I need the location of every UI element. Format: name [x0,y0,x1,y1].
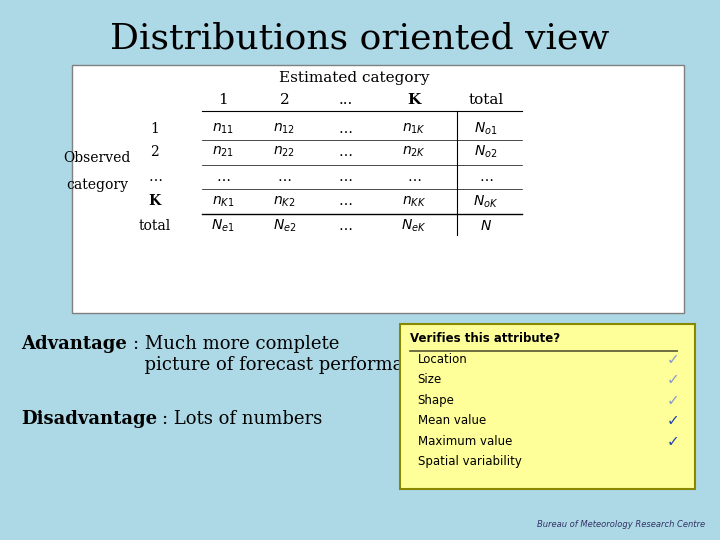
Text: $N_{o1}$: $N_{o1}$ [474,120,498,137]
Text: Maximum value: Maximum value [418,435,512,448]
FancyBboxPatch shape [72,65,684,313]
Text: : Much more complete
  picture of forecast performance: : Much more complete picture of forecast… [133,335,436,374]
Text: Size: Size [418,373,442,386]
Text: $N_{e1}$: $N_{e1}$ [212,218,235,234]
Text: $n_{K2}$: $n_{K2}$ [273,194,296,208]
Text: ✓: ✓ [667,352,680,367]
Text: : Lots of numbers: : Lots of numbers [162,410,323,428]
Text: $n_{12}$: $n_{12}$ [274,122,295,136]
Text: category: category [66,178,128,192]
Text: $\boldsymbol{n_{KK}}$: $\boldsymbol{n_{KK}}$ [402,194,426,208]
Text: $N_{e2}$: $N_{e2}$ [273,218,296,234]
Text: Verifies this attribute?: Verifies this attribute? [410,332,561,345]
Text: Estimated category: Estimated category [279,71,430,85]
Text: Distributions oriented view: Distributions oriented view [110,22,610,56]
Text: $n_{21}$: $n_{21}$ [212,145,234,159]
Text: $\ldots$: $\ldots$ [338,194,353,208]
Text: $\ldots$: $\ldots$ [338,170,353,184]
Text: $\ldots$: $\ldots$ [338,122,353,136]
Text: $\boldsymbol{n_{11}}$: $\boldsymbol{n_{11}}$ [212,122,234,136]
FancyBboxPatch shape [400,324,695,489]
Text: ✓: ✓ [667,393,680,408]
Text: Observed: Observed [63,151,131,165]
Text: K: K [408,93,420,107]
Text: $n_{K1}$: $n_{K1}$ [212,194,235,208]
Text: Location: Location [418,353,467,366]
Text: 1: 1 [218,93,228,107]
Text: $\boldsymbol{n_{22}}$: $\boldsymbol{n_{22}}$ [274,145,295,159]
Text: $N$: $N$ [480,219,492,233]
Text: 1: 1 [150,122,159,136]
Text: K: K [148,194,161,208]
Text: Bureau of Meteorology Research Centre: Bureau of Meteorology Research Centre [537,520,706,529]
Text: $\ldots$: $\ldots$ [277,170,292,184]
Text: $\ldots$: $\ldots$ [338,145,353,159]
Text: ✓: ✓ [667,372,680,387]
Text: ✓: ✓ [667,413,680,428]
Text: $N_{o2}$: $N_{o2}$ [474,144,498,160]
Text: Disadvantage: Disadvantage [22,410,158,428]
Text: $\ldots$: $\ldots$ [338,219,353,233]
Text: $\ldots$: $\ldots$ [407,170,421,184]
Text: $\ldots$: $\ldots$ [479,170,493,184]
Text: Spatial variability: Spatial variability [418,455,521,468]
Text: ...: ... [338,93,353,107]
Text: $N_{oK}$: $N_{oK}$ [473,193,499,210]
Text: 2: 2 [279,93,289,107]
Text: total: total [139,219,171,233]
Text: 2: 2 [150,145,159,159]
Text: total: total [469,93,503,107]
Text: $\ldots$: $\ldots$ [216,170,230,184]
Text: ✓: ✓ [667,434,680,449]
Text: $n_{2K}$: $n_{2K}$ [402,145,426,159]
Text: Shape: Shape [418,394,454,407]
Text: $\ldots$: $\ldots$ [148,170,162,184]
Text: Mean value: Mean value [418,414,486,427]
Text: $n_{1K}$: $n_{1K}$ [402,122,426,136]
Text: Advantage: Advantage [22,335,127,353]
Text: $N_{eK}$: $N_{eK}$ [401,218,427,234]
